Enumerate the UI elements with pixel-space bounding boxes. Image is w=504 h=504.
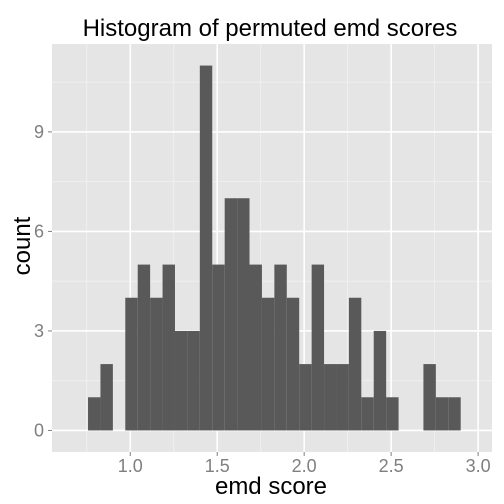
histogram-bar (448, 397, 461, 431)
histogram-bar (261, 297, 275, 431)
histogram-bar (237, 198, 250, 431)
histogram-bar (423, 364, 436, 431)
histogram-bar (187, 330, 200, 431)
histogram-bar (274, 264, 287, 431)
histogram-bar (199, 65, 213, 431)
x-axis: 1.0 1.5 2.0 2.5 3.0 (118, 452, 491, 476)
histogram-bar (249, 264, 262, 431)
histogram-bar (361, 397, 374, 431)
y-tick-label: 3 (34, 321, 44, 341)
histogram-bar (125, 297, 138, 431)
histogram-bar (348, 297, 362, 431)
histogram-bar (386, 397, 399, 431)
y-tick-label: 9 (34, 122, 44, 142)
x-tick-label: 2.5 (379, 456, 404, 476)
histogram-bar (435, 397, 449, 431)
chart-title: Histogram of permuted emd scores (83, 15, 458, 42)
y-axis: 0 3 6 9 (34, 122, 52, 440)
histogram-bar (324, 364, 337, 431)
x-tick-label: 1.5 (205, 456, 230, 476)
x-tick-label: 3.0 (466, 456, 491, 476)
histogram-bar (224, 198, 238, 431)
x-tick-label: 1.0 (118, 456, 143, 476)
histogram-bar (311, 264, 325, 431)
histogram-bar (137, 264, 151, 431)
x-tick-label: 2.0 (292, 456, 317, 476)
histogram-bar (162, 264, 175, 431)
histogram-bar (174, 330, 188, 431)
histogram-bar (336, 364, 349, 431)
histogram-bar (286, 297, 300, 431)
histogram-bar (212, 264, 225, 431)
y-axis-label: count (9, 216, 36, 275)
x-axis-label: emd score (215, 473, 327, 500)
histogram-bars (88, 65, 461, 431)
histogram-bar (88, 397, 101, 431)
histogram-bar (150, 297, 163, 431)
y-tick-label: 0 (34, 420, 44, 440)
histogram-bar (373, 330, 387, 431)
histogram-bar (299, 364, 312, 431)
y-tick-label: 6 (34, 221, 44, 241)
histogram-bar (100, 364, 113, 431)
